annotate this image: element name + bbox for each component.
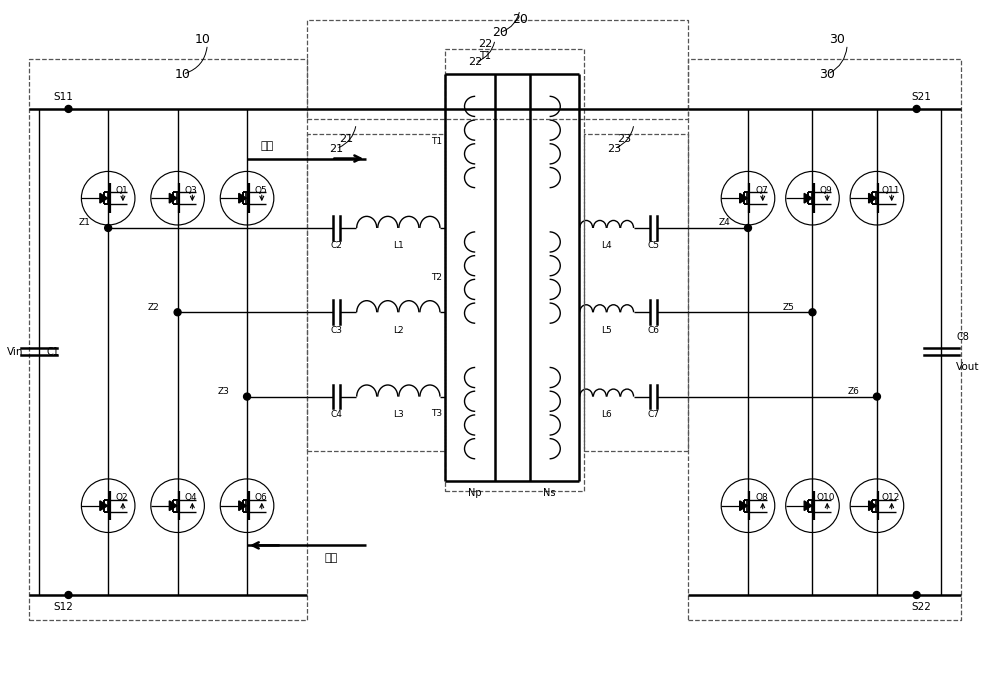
Text: 23: 23 xyxy=(607,144,621,154)
Text: S22: S22 xyxy=(912,602,932,612)
Circle shape xyxy=(105,224,112,231)
Text: S11: S11 xyxy=(54,92,73,102)
Text: C7: C7 xyxy=(648,410,660,419)
Text: S12: S12 xyxy=(54,602,73,612)
Text: Q12: Q12 xyxy=(881,493,900,502)
Circle shape xyxy=(65,105,72,112)
Text: Np: Np xyxy=(468,488,482,498)
Text: Ns: Ns xyxy=(543,488,556,498)
Polygon shape xyxy=(740,501,747,511)
Text: L6: L6 xyxy=(601,410,612,419)
Circle shape xyxy=(873,393,880,400)
Text: 30: 30 xyxy=(829,33,845,46)
Text: S21: S21 xyxy=(912,92,932,102)
Circle shape xyxy=(913,105,920,112)
Text: 充电: 充电 xyxy=(260,140,274,151)
Polygon shape xyxy=(169,501,177,511)
Text: Q11: Q11 xyxy=(881,185,900,194)
Text: 放电: 放电 xyxy=(325,554,338,563)
Text: Q5: Q5 xyxy=(254,185,267,194)
Text: L3: L3 xyxy=(393,410,404,419)
Text: 10: 10 xyxy=(175,68,191,81)
Text: L1: L1 xyxy=(393,242,404,251)
Text: Z3: Z3 xyxy=(217,387,229,396)
Text: 23: 23 xyxy=(617,134,631,144)
Text: Q9: Q9 xyxy=(819,185,832,194)
Text: Z1: Z1 xyxy=(78,219,90,228)
Text: Z6: Z6 xyxy=(847,387,859,396)
Text: Q1: Q1 xyxy=(115,185,128,194)
Text: C2: C2 xyxy=(330,242,342,251)
Text: Q7: Q7 xyxy=(755,185,768,194)
Text: L2: L2 xyxy=(393,326,404,335)
Text: Vin: Vin xyxy=(7,347,24,357)
Text: L5: L5 xyxy=(601,326,612,335)
Polygon shape xyxy=(100,193,108,203)
Circle shape xyxy=(809,309,816,316)
Circle shape xyxy=(65,592,72,599)
Text: T1: T1 xyxy=(479,51,491,62)
Text: C3: C3 xyxy=(330,326,342,335)
Text: Z4: Z4 xyxy=(718,219,730,228)
Polygon shape xyxy=(869,193,876,203)
Text: C1: C1 xyxy=(47,347,60,357)
Text: 22: 22 xyxy=(468,57,482,67)
Text: Z5: Z5 xyxy=(783,303,795,312)
Polygon shape xyxy=(740,193,747,203)
Circle shape xyxy=(174,309,181,316)
Text: 21: 21 xyxy=(329,144,343,154)
Polygon shape xyxy=(804,193,812,203)
Text: L4: L4 xyxy=(601,242,612,251)
Text: Q6: Q6 xyxy=(254,493,267,502)
Text: 30: 30 xyxy=(819,68,835,81)
Text: 20: 20 xyxy=(492,26,508,39)
Polygon shape xyxy=(869,501,876,511)
Text: C6: C6 xyxy=(648,326,660,335)
Text: C8: C8 xyxy=(956,332,969,342)
Text: Q4: Q4 xyxy=(185,493,197,502)
Text: T2: T2 xyxy=(431,273,442,282)
Text: Vout: Vout xyxy=(956,362,980,372)
Text: Z2: Z2 xyxy=(148,303,160,312)
Text: Q3: Q3 xyxy=(185,185,197,194)
Text: T1: T1 xyxy=(431,138,442,147)
Text: T3: T3 xyxy=(431,408,442,418)
Polygon shape xyxy=(239,193,246,203)
Text: Q2: Q2 xyxy=(115,493,128,502)
Circle shape xyxy=(913,592,920,599)
Circle shape xyxy=(244,393,251,400)
Polygon shape xyxy=(100,501,108,511)
Text: C5: C5 xyxy=(648,242,660,251)
Polygon shape xyxy=(239,501,246,511)
Text: Q10: Q10 xyxy=(817,493,835,502)
Text: 22: 22 xyxy=(478,39,492,49)
Text: 20: 20 xyxy=(512,13,528,26)
Circle shape xyxy=(745,224,751,231)
Text: C4: C4 xyxy=(330,410,342,419)
Text: 21: 21 xyxy=(339,134,353,144)
Text: 10: 10 xyxy=(194,33,210,46)
Polygon shape xyxy=(804,501,812,511)
Polygon shape xyxy=(169,193,177,203)
Text: Q8: Q8 xyxy=(755,493,768,502)
